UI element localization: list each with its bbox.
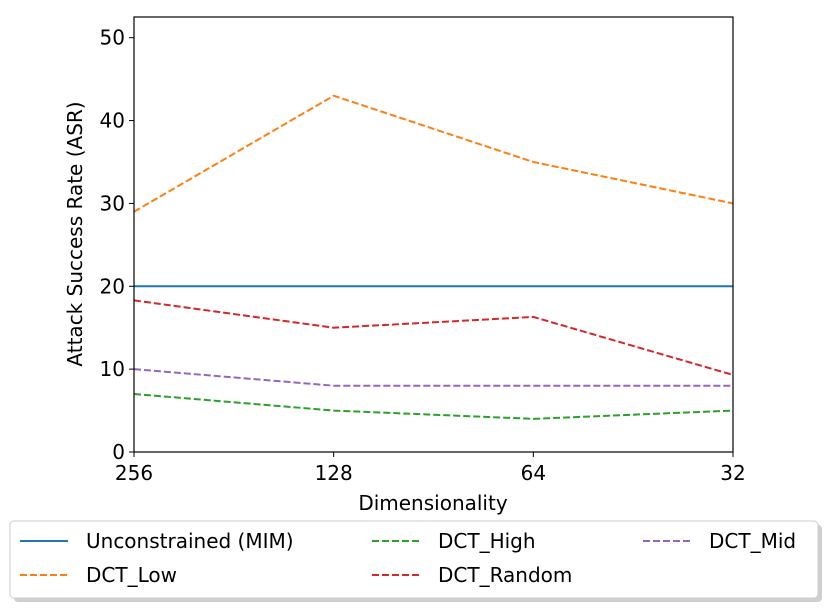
y-tick-label: 40: [100, 109, 125, 133]
y-axis-title: Attack Success Rate (ASR): [63, 101, 87, 366]
legend-label: DCT_Mid: [709, 529, 796, 553]
x-tick-label: 32: [720, 461, 745, 485]
legend-label: Unconstrained (MIM): [86, 529, 294, 553]
x-tick-label: 128: [315, 461, 353, 485]
series-layer: [133, 94, 734, 420]
legend-box: [9, 520, 819, 599]
series-line-dct-high: [133, 393, 734, 420]
legend: Unconstrained (MIM) DCT_Low DCT_High DCT_Ra…: [9, 520, 822, 602]
series-line-dct-random: [133, 299, 734, 376]
legend-label: DCT_High: [438, 529, 536, 553]
legend-entry: Unconstrained (MIM): [20, 529, 294, 553]
x-tick-label: 256: [115, 461, 153, 485]
y-tick-label: 20: [100, 274, 125, 298]
y-tick-label: 0: [112, 440, 125, 464]
series-line-dct-low: [133, 94, 734, 213]
series-line-dct-mid: [133, 368, 733, 387]
legend-entry: DCT_Low: [20, 563, 177, 587]
legend-entry: DCT_Mid: [643, 529, 796, 553]
legend-label: DCT_Random: [438, 563, 572, 587]
legend-entry: DCT_Random: [372, 563, 572, 587]
x-tick-label: 64: [521, 461, 546, 485]
plot-area: 256 128 64 32 0 10 20 30 40 50: [100, 16, 746, 485]
y-tick-label: 50: [100, 26, 125, 50]
plot-frame: [133, 16, 734, 453]
x-axis-title: Dimensionality: [358, 491, 508, 515]
legend-label: DCT_Low: [86, 563, 177, 587]
y-tick-label: 10: [100, 357, 125, 381]
x-ticks: 256 128 64 32: [115, 452, 746, 485]
legend-entry: DCT_High: [372, 529, 536, 553]
legend-items: Unconstrained (MIM) DCT_Low DCT_High DCT_Ra…: [20, 529, 796, 587]
y-ticks: 0 10 20 30 40 50: [100, 26, 134, 464]
y-tick-label: 30: [100, 191, 125, 215]
